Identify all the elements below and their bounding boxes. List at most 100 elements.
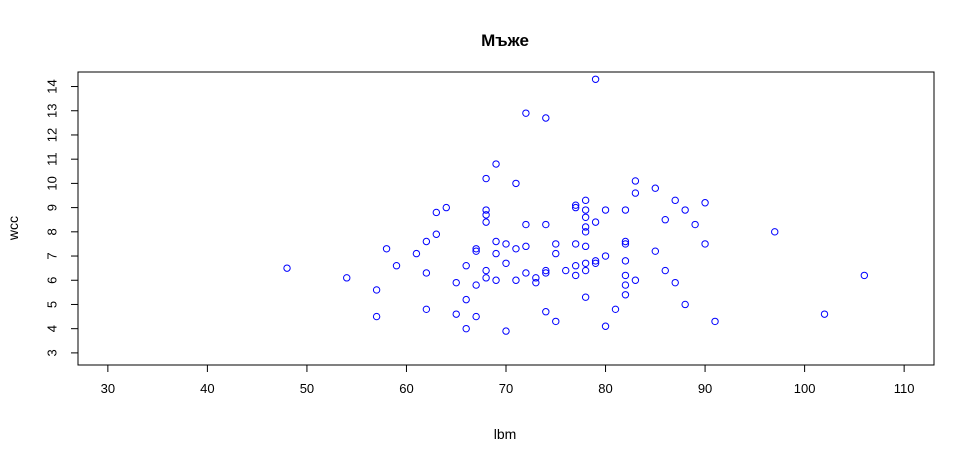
data-point bbox=[522, 242, 530, 251]
data-point bbox=[771, 228, 779, 236]
x-tick-label: 90 bbox=[698, 381, 712, 396]
data-point bbox=[591, 218, 600, 226]
x-tick-label: 80 bbox=[598, 381, 612, 396]
y-axis-label: wcc bbox=[5, 216, 21, 241]
data-point bbox=[392, 262, 401, 270]
data-point bbox=[452, 310, 460, 318]
data-point bbox=[532, 278, 540, 287]
data-point bbox=[462, 324, 470, 333]
x-tick-label: 70 bbox=[499, 381, 513, 396]
data-point bbox=[542, 220, 550, 229]
data-point bbox=[552, 240, 560, 248]
data-point bbox=[661, 216, 669, 224]
data-point bbox=[512, 245, 520, 253]
data-point bbox=[571, 203, 580, 212]
data-point bbox=[482, 174, 490, 183]
data-point bbox=[711, 317, 719, 326]
data-point bbox=[522, 109, 530, 117]
x-tick-label: 110 bbox=[894, 381, 915, 396]
y-tick-label: 14 bbox=[45, 79, 60, 93]
data-point bbox=[860, 271, 869, 280]
data-point bbox=[671, 278, 679, 287]
data-point bbox=[472, 281, 480, 289]
data-point bbox=[462, 295, 470, 304]
data-point bbox=[581, 223, 590, 231]
data-point bbox=[482, 211, 490, 219]
data-point bbox=[621, 291, 630, 299]
x-tick-label: 100 bbox=[794, 381, 816, 396]
data-point bbox=[542, 308, 550, 316]
data-point bbox=[571, 271, 580, 280]
data-point bbox=[432, 230, 441, 238]
data-point bbox=[581, 266, 590, 275]
data-point bbox=[372, 286, 381, 294]
x-tick-label: 40 bbox=[200, 381, 214, 396]
data-point bbox=[512, 179, 520, 188]
data-point bbox=[432, 208, 441, 217]
data-point bbox=[412, 249, 421, 258]
data-point bbox=[571, 240, 580, 248]
data-point bbox=[591, 257, 600, 265]
y-tick-label: 4 bbox=[45, 325, 60, 332]
data-point bbox=[631, 276, 640, 284]
y-tick-label: 10 bbox=[45, 176, 60, 190]
data-point bbox=[542, 269, 550, 277]
data-point bbox=[502, 327, 510, 335]
data-point bbox=[671, 196, 679, 205]
data-point bbox=[542, 266, 550, 275]
data-point bbox=[482, 218, 490, 226]
data-point bbox=[581, 293, 590, 301]
data-point bbox=[820, 310, 829, 318]
y-tick-label: 9 bbox=[45, 204, 60, 211]
data-point bbox=[492, 237, 500, 246]
data-point bbox=[651, 247, 660, 255]
data-point bbox=[343, 274, 351, 282]
y-tick-label: 8 bbox=[45, 228, 60, 235]
x-axis: 30 40 50 60 70 80 90 100 110 bbox=[101, 364, 915, 396]
data-point bbox=[681, 206, 689, 214]
data-point bbox=[552, 317, 560, 326]
data-point bbox=[492, 160, 500, 168]
data-point bbox=[581, 259, 590, 267]
data-point bbox=[701, 199, 709, 207]
data-point bbox=[482, 266, 490, 275]
y-tick-label: 6 bbox=[45, 277, 60, 284]
data-point bbox=[571, 201, 580, 209]
data-point bbox=[701, 240, 709, 248]
plot-frame bbox=[77, 71, 935, 366]
data-point bbox=[591, 75, 600, 83]
data-point bbox=[482, 206, 490, 214]
data-point bbox=[661, 266, 669, 275]
x-axis-label: lbm bbox=[494, 426, 517, 442]
data-point bbox=[462, 262, 470, 270]
data-point bbox=[552, 249, 560, 258]
data-point bbox=[283, 264, 291, 272]
data-point bbox=[571, 262, 580, 270]
data-points bbox=[283, 75, 869, 335]
data-point bbox=[422, 305, 431, 314]
data-point bbox=[562, 266, 570, 275]
data-point bbox=[522, 220, 530, 229]
y-tick-label: 3 bbox=[45, 349, 60, 356]
y-tick-label: 12 bbox=[45, 128, 60, 142]
chart-title: Мъже bbox=[481, 31, 529, 50]
data-point bbox=[621, 257, 630, 265]
data-point bbox=[621, 237, 630, 246]
data-point bbox=[581, 196, 590, 205]
data-point bbox=[492, 276, 500, 284]
x-tick-label: 60 bbox=[399, 381, 413, 396]
data-point bbox=[581, 228, 590, 236]
data-point bbox=[651, 184, 660, 192]
data-point bbox=[621, 240, 630, 248]
data-point bbox=[472, 312, 480, 321]
data-point bbox=[611, 305, 620, 314]
data-point bbox=[631, 177, 640, 185]
data-point bbox=[372, 312, 381, 321]
data-point bbox=[422, 269, 431, 277]
y-tick-label: 5 bbox=[45, 301, 60, 308]
data-point bbox=[472, 247, 480, 255]
data-point bbox=[581, 206, 590, 214]
data-point bbox=[591, 259, 600, 267]
data-point bbox=[601, 252, 610, 260]
data-point bbox=[621, 271, 630, 280]
